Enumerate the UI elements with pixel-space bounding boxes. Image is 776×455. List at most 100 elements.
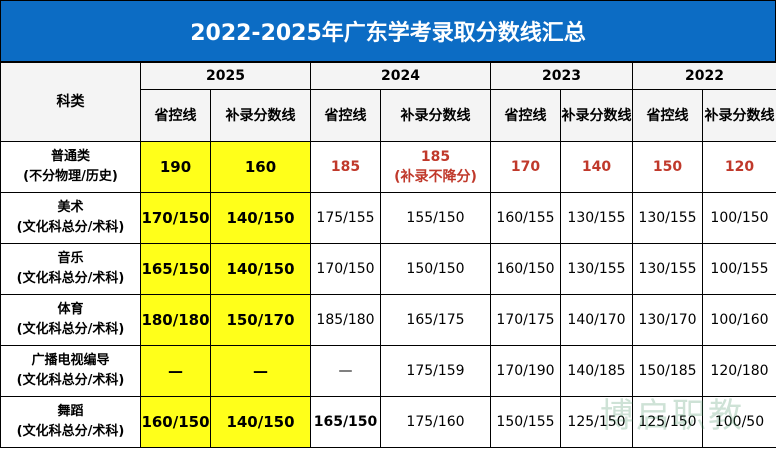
- score-cell: 185: [310, 141, 381, 193]
- category-cell: 音乐 (文化科总分/术科): [0, 243, 141, 295]
- score-cell: 170/150: [310, 243, 381, 295]
- category-line: 美术: [57, 200, 84, 215]
- data-row: 美术 (文化科总分/术科) 170/150 140/150 175/155 155/150…: [0, 192, 776, 244]
- score: 100/150: [710, 210, 769, 226]
- subheader: 补录分数线: [560, 89, 633, 142]
- score-cell: 140: [560, 141, 633, 193]
- score-cell: 190: [140, 141, 211, 193]
- score: 170/150: [141, 209, 210, 227]
- score-cell: 100/160: [702, 294, 776, 346]
- score: 160/150: [496, 261, 555, 277]
- data-row: 体育 (文化科总分/术科) 180/180 150/170 185/180 165/175…: [0, 294, 776, 346]
- score-cell: 130/155: [632, 243, 703, 295]
- score: 175/155: [316, 210, 375, 226]
- score: 185/180: [316, 312, 375, 328]
- year-header: 2025: [140, 62, 311, 90]
- category-cell: 舞蹈 (文化科总分/术科): [0, 396, 141, 448]
- category-line: (文化科总分/术科): [16, 271, 125, 286]
- data-row: 舞蹈 (文化科总分/术科) 160/150 140/150 165/150 175/160…: [0, 396, 776, 448]
- score-cell: 175/159: [380, 345, 491, 397]
- score: 140: [581, 159, 612, 175]
- score-cell: 150/170: [210, 294, 311, 346]
- score-cell: 150/150: [380, 243, 491, 295]
- header-row: 科类 2025 2024 2023 2022: [0, 62, 776, 142]
- score: 150: [652, 159, 683, 175]
- score-cell: 140/185: [560, 345, 633, 397]
- score-cell: 160/150: [140, 396, 211, 448]
- score: 100/50: [714, 414, 765, 430]
- score-cell: 150: [632, 141, 703, 193]
- score: 120: [724, 159, 755, 175]
- category-line: (不分物理/历史): [23, 169, 118, 184]
- score: 185: [420, 149, 451, 165]
- score: —: [253, 362, 268, 380]
- category-line: 普通类: [50, 149, 90, 164]
- score: 130/155: [638, 261, 697, 277]
- subheader: 补录分数线: [210, 89, 311, 142]
- score-cell: 165/150: [310, 396, 381, 448]
- data-row: 音乐 (文化科总分/术科) 165/150 140/150 170/150 150/150…: [0, 243, 776, 295]
- score-cell: 180/180: [140, 294, 211, 346]
- score-cell: 155/150: [380, 192, 491, 244]
- score-cell: 185/180: [310, 294, 381, 346]
- score: 160: [244, 158, 277, 176]
- score: 175/160: [406, 414, 465, 430]
- score: 165/150: [313, 414, 378, 430]
- score-cell: —: [210, 345, 311, 397]
- category-line: (文化科总分/术科): [16, 424, 125, 439]
- category-cell: 体育 (文化科总分/术科): [0, 294, 141, 346]
- score: 100/155: [710, 261, 769, 277]
- subheader: 省控线: [140, 89, 211, 142]
- score: 130/155: [567, 261, 626, 277]
- score-table: 科类 2025 2024 2023 2022 省控线 补录分数线 省控线 补录分数线 省控线 补录分…: [0, 62, 776, 448]
- score: 150/185: [638, 363, 697, 379]
- category-header: 科类: [0, 62, 141, 142]
- score: 165/150: [141, 260, 210, 278]
- score: 160/150: [141, 413, 210, 431]
- category-line: (文化科总分/术科): [16, 322, 125, 337]
- score: 150/170: [226, 311, 295, 329]
- score-cell: 130/155: [560, 243, 633, 295]
- score-cell: 170/150: [140, 192, 211, 244]
- score: 140/150: [226, 413, 295, 431]
- score-cell: 100/150: [702, 192, 776, 244]
- score: 140/150: [226, 209, 295, 227]
- score-cell: 120: [702, 141, 776, 193]
- score-cell: 175/160: [380, 396, 491, 448]
- score-cell: 100/50: [702, 396, 776, 448]
- score: 165/175: [406, 312, 465, 328]
- score: 130/155: [638, 210, 697, 226]
- score: 170: [510, 159, 541, 175]
- score: 140/185: [567, 363, 626, 379]
- category-line: 广播电视编导: [31, 353, 110, 368]
- score: 190: [159, 158, 192, 176]
- score-cell: —: [310, 345, 381, 397]
- data-row: 普通类 (不分物理/历史) 190 160 185 185 (补录不降分) 170 140 150…: [0, 141, 776, 193]
- category-cell: 美术 (文化科总分/术科): [0, 192, 141, 244]
- score-cell: 140/150: [210, 396, 311, 448]
- score: 125/150: [567, 414, 626, 430]
- category-line: 体育: [57, 302, 84, 317]
- score-cell: 125/150: [632, 396, 703, 448]
- category-line: 音乐: [57, 251, 84, 266]
- year-header: 2024: [310, 62, 491, 90]
- category-line: (文化科总分/术科): [16, 220, 125, 235]
- score: 170/190: [496, 363, 555, 379]
- score: 120/180: [710, 363, 769, 379]
- score-cell: 165/150: [140, 243, 211, 295]
- title-bar: 2022-2025年广东学考录取分数线汇总: [0, 0, 776, 62]
- score-cell: 170: [490, 141, 561, 193]
- subheader: 省控线: [632, 89, 703, 142]
- category-cell: 普通类 (不分物理/历史): [0, 141, 141, 193]
- score: 175/159: [406, 363, 465, 379]
- score-cell: 140/150: [210, 192, 311, 244]
- score: 150/155: [496, 414, 555, 430]
- category-line: (文化科总分/术科): [16, 373, 125, 388]
- year-header: 2022: [632, 62, 776, 90]
- watermark: 博启职教: [600, 396, 744, 436]
- score-cell: —: [140, 345, 211, 397]
- data-row: 广播电视编导 (文化科总分/术科) — — — 175/159 170/190 140/185…: [0, 345, 776, 397]
- score-cell: 170/175: [490, 294, 561, 346]
- score-note: (补录不降分): [394, 169, 477, 185]
- score: 125/150: [638, 414, 697, 430]
